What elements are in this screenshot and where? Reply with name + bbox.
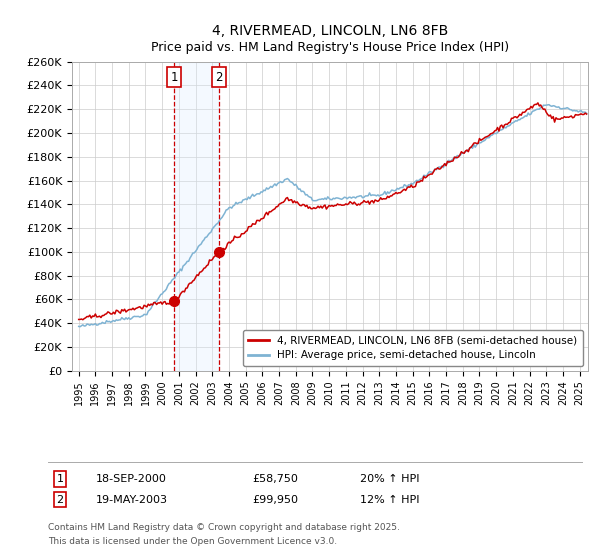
Text: 20% ↑ HPI: 20% ↑ HPI [360, 474, 419, 484]
Text: £99,950: £99,950 [252, 494, 298, 505]
Bar [174, 62, 218, 371]
Text: This data is licensed under the Open Government Licence v3.0.: This data is licensed under the Open Gov… [48, 537, 337, 546]
Text: Price paid vs. HM Land Registry's House Price Index (HPI): Price paid vs. HM Land Registry's House … [151, 41, 509, 54]
Text: Contains HM Land Registry data © Crown copyright and database right 2025.: Contains HM Land Registry data © Crown c… [48, 523, 400, 532]
Text: 1: 1 [56, 474, 64, 484]
Text: 12% ↑ HPI: 12% ↑ HPI [360, 494, 419, 505]
Text: £58,750: £58,750 [252, 474, 298, 484]
Text: 1: 1 [170, 71, 178, 83]
Text: 18-SEP-2000: 18-SEP-2000 [96, 474, 167, 484]
Text: 4, RIVERMEAD, LINCOLN, LN6 8FB: 4, RIVERMEAD, LINCOLN, LN6 8FB [212, 24, 448, 38]
Text: 2: 2 [56, 494, 64, 505]
Text: 2: 2 [215, 71, 223, 83]
Legend: 4, RIVERMEAD, LINCOLN, LN6 8FB (semi-detached house), HPI: Average price, semi-d: 4, RIVERMEAD, LINCOLN, LN6 8FB (semi-det… [243, 330, 583, 366]
Text: 19-MAY-2003: 19-MAY-2003 [96, 494, 168, 505]
